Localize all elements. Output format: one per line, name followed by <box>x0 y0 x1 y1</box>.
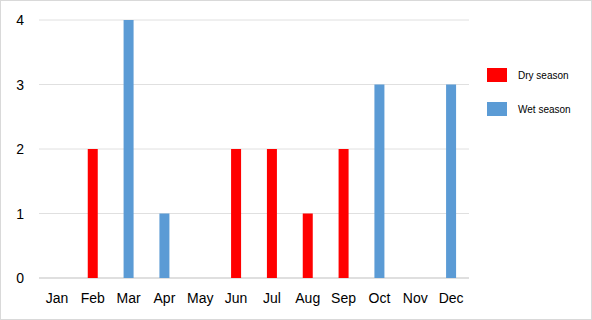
chart-container: 0 1 2 3 4 Jan Feb Mar Apr May Jun Jul Aug Sep Oct Nov De… <box>0 0 592 320</box>
legend-swatch <box>487 102 507 116</box>
x-tick-label: Jul <box>263 290 281 306</box>
bar <box>374 85 384 279</box>
x-tick-label: Mar <box>117 290 141 306</box>
y-tick-label: 4 <box>16 12 24 28</box>
legend-swatch <box>487 68 507 82</box>
legend-label: Wet season <box>518 104 571 115</box>
bar <box>446 85 456 279</box>
legend-label: Dry season <box>518 70 569 81</box>
x-tick-label: Jun <box>225 290 248 306</box>
grid-line <box>39 84 469 85</box>
x-tick-label: May <box>187 290 213 306</box>
bar <box>339 149 349 278</box>
x-tick-label: Feb <box>81 290 105 306</box>
x-tick-label: Dec <box>439 290 464 306</box>
y-tick-label: 2 <box>16 141 24 157</box>
grid <box>39 20 469 278</box>
grid-line <box>39 278 469 279</box>
y-tick-label: 0 <box>16 270 24 286</box>
grid-line <box>39 213 469 214</box>
bar <box>231 149 241 278</box>
grid-line <box>39 149 469 150</box>
x-tick-label: Sep <box>331 290 356 306</box>
x-tick-label: Aug <box>295 290 320 306</box>
chart-border <box>1 1 592 320</box>
chart: 0 1 2 3 4 Jan Feb Mar Apr May Jun Jul Aug Sep Oct Nov De… <box>0 0 592 320</box>
bar <box>124 20 134 278</box>
x-tick-label: Oct <box>369 290 391 306</box>
bar <box>159 214 169 279</box>
x-tick-label: Apr <box>154 290 176 306</box>
grid-line <box>39 20 469 21</box>
bar <box>88 149 98 278</box>
bars <box>88 20 456 278</box>
x-tick-label: Nov <box>403 290 428 306</box>
x-tick-label: Jan <box>46 290 69 306</box>
legend: Dry season Wet season <box>487 68 571 116</box>
y-tick-label: 3 <box>16 77 24 93</box>
y-tick-label: 1 <box>16 206 24 222</box>
bar <box>303 214 313 279</box>
bar <box>267 149 277 278</box>
